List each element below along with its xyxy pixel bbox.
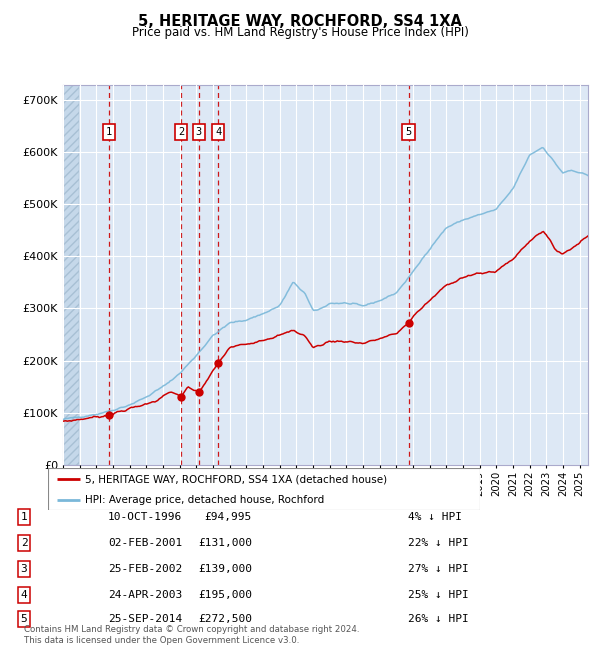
Text: 25-SEP-2014: 25-SEP-2014: [108, 614, 182, 624]
Text: 5: 5: [406, 127, 412, 137]
Text: 3: 3: [20, 564, 28, 574]
Text: 3: 3: [196, 127, 202, 137]
Text: 24-APR-2003: 24-APR-2003: [108, 590, 182, 600]
Text: 22% ↓ HPI: 22% ↓ HPI: [408, 538, 469, 548]
Text: 1: 1: [20, 512, 28, 522]
Text: HPI: Average price, detached house, Rochford: HPI: Average price, detached house, Roch…: [85, 495, 324, 504]
Text: 27% ↓ HPI: 27% ↓ HPI: [408, 564, 469, 574]
Text: £94,995: £94,995: [205, 512, 252, 522]
Text: Contains HM Land Registry data © Crown copyright and database right 2024.
This d: Contains HM Land Registry data © Crown c…: [24, 625, 359, 645]
Text: 4% ↓ HPI: 4% ↓ HPI: [408, 512, 462, 522]
Text: 2: 2: [178, 127, 184, 137]
Text: 5: 5: [20, 614, 28, 624]
Text: 1: 1: [106, 127, 112, 137]
Text: 4: 4: [215, 127, 221, 137]
Text: Price paid vs. HM Land Registry's House Price Index (HPI): Price paid vs. HM Land Registry's House …: [131, 26, 469, 39]
Text: 2: 2: [20, 538, 28, 548]
Text: £131,000: £131,000: [198, 538, 252, 548]
Text: 10-OCT-1996: 10-OCT-1996: [108, 512, 182, 522]
Text: £139,000: £139,000: [198, 564, 252, 574]
Bar: [63, 84, 79, 465]
Text: 02-FEB-2001: 02-FEB-2001: [108, 538, 182, 548]
Text: 5, HERITAGE WAY, ROCHFORD, SS4 1XA (detached house): 5, HERITAGE WAY, ROCHFORD, SS4 1XA (deta…: [85, 474, 387, 484]
Text: 25% ↓ HPI: 25% ↓ HPI: [408, 590, 469, 600]
Text: £272,500: £272,500: [198, 614, 252, 624]
Bar: [63, 84, 79, 465]
Text: 4: 4: [20, 590, 28, 600]
Text: 25-FEB-2002: 25-FEB-2002: [108, 564, 182, 574]
Text: 26% ↓ HPI: 26% ↓ HPI: [408, 614, 469, 624]
Text: 5, HERITAGE WAY, ROCHFORD, SS4 1XA: 5, HERITAGE WAY, ROCHFORD, SS4 1XA: [138, 14, 462, 29]
Text: £195,000: £195,000: [198, 590, 252, 600]
